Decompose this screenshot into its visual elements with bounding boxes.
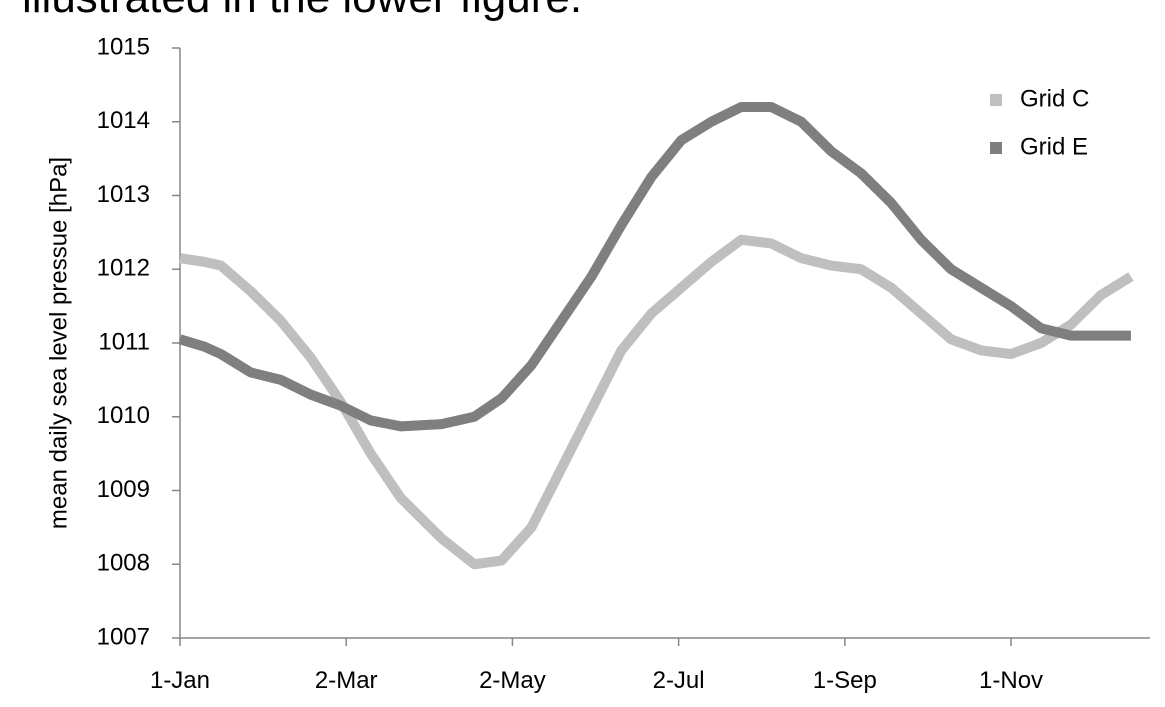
y-tick-label: 1011 — [98, 328, 150, 355]
y-tick-label: 1013 — [97, 181, 150, 208]
x-tick-label: 1-Jan — [150, 667, 210, 694]
slide-text: illustrated in the lower figure. — [22, 0, 582, 22]
y-tick-label: 1007 — [97, 623, 150, 650]
y-tick-label: 1008 — [97, 550, 150, 577]
y-tick-label: 1014 — [97, 107, 150, 134]
y-axis-label: mean daily sea level pressue [hPa] — [45, 157, 72, 529]
x-tick-label: 1-Sep — [813, 667, 877, 694]
series-line — [179, 234, 1134, 570]
legend-label: Grid E — [1020, 133, 1088, 160]
x-tick-label: 2-May — [479, 667, 546, 694]
series-line — [178, 102, 1131, 432]
x-tick-label: 2-Mar — [315, 667, 378, 694]
legend-swatch — [990, 94, 1002, 106]
x-tick-label: 1-Nov — [979, 667, 1043, 694]
y-tick-label: 1010 — [97, 402, 150, 429]
y-tick-label: 1015 — [97, 33, 150, 60]
x-tick-label: 2-Jul — [653, 667, 705, 694]
y-tick-label: 1012 — [97, 255, 150, 282]
y-tick-label: 1009 — [97, 476, 150, 503]
legend-swatch — [990, 142, 1002, 154]
legend-label: Grid C — [1020, 85, 1089, 112]
